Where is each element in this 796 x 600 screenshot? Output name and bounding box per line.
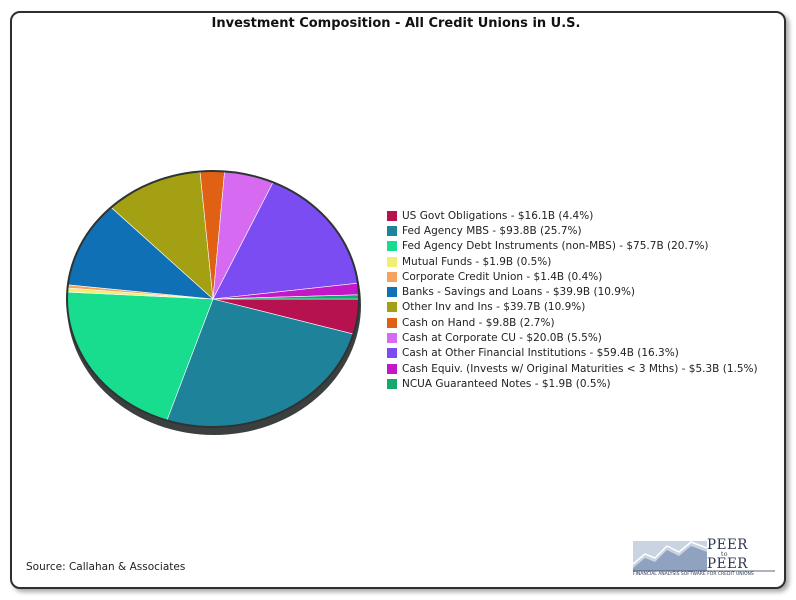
legend-label: NCUA Guaranteed Notes - $1.9B (0.5%) bbox=[402, 377, 611, 390]
legend-label: US Govt Obligations - $16.1B (4.4%) bbox=[402, 209, 594, 222]
legend-label: Cash Equiv. (Invests w/ Original Maturit… bbox=[402, 362, 758, 375]
legend-label: Fed Agency Debt Instruments (non-MBS) - … bbox=[402, 240, 709, 253]
logo-wordmark: PEER to PEER bbox=[707, 537, 748, 572]
pie-slices bbox=[66, 170, 360, 428]
legend-item[interactable]: Corporate Credit Union - $1.4B (0.4%) bbox=[387, 269, 758, 284]
legend-label: Other Inv and Ins - $39.7B (10.9%) bbox=[402, 301, 586, 314]
legend-label: Mutual Funds - $1.9B (0.5%) bbox=[402, 255, 552, 268]
legend-item[interactable]: Fed Agency Debt Instruments (non-MBS) - … bbox=[387, 239, 758, 254]
legend-swatch bbox=[387, 225, 397, 236]
logo-graphic bbox=[632, 541, 775, 572]
legend-swatch bbox=[387, 363, 397, 374]
legend-swatch bbox=[387, 378, 397, 389]
legend-swatch bbox=[387, 271, 397, 282]
legend-swatch bbox=[387, 317, 397, 328]
legend-swatch bbox=[387, 256, 397, 267]
legend-item[interactable]: Mutual Funds - $1.9B (0.5%) bbox=[387, 254, 758, 269]
legend-swatch bbox=[387, 333, 397, 344]
legend-swatch bbox=[387, 241, 397, 252]
legend-label: Corporate Credit Union - $1.4B (0.4%) bbox=[402, 270, 603, 283]
legend-swatch bbox=[387, 210, 397, 221]
legend-swatch bbox=[387, 302, 397, 313]
legend-swatch bbox=[387, 287, 397, 298]
legend-item[interactable]: Cash at Other Financial Institutions - $… bbox=[387, 346, 758, 361]
source-note: Source: Callahan & Associates bbox=[26, 561, 186, 573]
pie-outline bbox=[66, 170, 360, 428]
legend-swatch bbox=[387, 348, 397, 359]
legend-label: Fed Agency MBS - $93.8B (25.7%) bbox=[402, 224, 582, 237]
chart-title: Investment Composition - All Credit Unio… bbox=[211, 16, 581, 31]
legend-item[interactable]: Cash at Corporate CU - $20.0B (5.5%) bbox=[387, 330, 758, 345]
chart-legend: US Govt Obligations - $16.1B (4.4%) Fed A… bbox=[387, 208, 758, 392]
legend-item[interactable]: Banks - Savings and Loans - $39.9B (10.9… bbox=[387, 284, 758, 299]
logo-tagline: FINANCIAL ANALYSIS SOFTWARE FOR CREDIT U… bbox=[633, 572, 754, 577]
legend-item[interactable]: US Govt Obligations - $16.1B (4.4%) bbox=[387, 208, 758, 223]
legend-item[interactable]: Other Inv and Ins - $39.7B (10.9%) bbox=[387, 300, 758, 315]
legend-label: Cash at Corporate CU - $20.0B (5.5%) bbox=[402, 332, 602, 345]
legend-label: Banks - Savings and Loans - $39.9B (10.9… bbox=[402, 286, 636, 299]
legend-label: Cash on Hand - $9.8B (2.7%) bbox=[402, 316, 555, 329]
legend-item[interactable]: Cash Equiv. (Invests w/ Original Maturit… bbox=[387, 361, 758, 376]
legend-item[interactable]: Cash on Hand - $9.8B (2.7%) bbox=[387, 315, 758, 330]
legend-item[interactable]: Fed Agency MBS - $93.8B (25.7%) bbox=[387, 223, 758, 238]
legend-label: Cash at Other Financial Institutions - $… bbox=[402, 347, 679, 360]
peer-to-peer-logo: PEER to PEER FINANCIAL ANALYSIS SOFTWARE… bbox=[631, 538, 777, 582]
legend-item[interactable]: NCUA Guaranteed Notes - $1.9B (0.5%) bbox=[387, 376, 758, 391]
